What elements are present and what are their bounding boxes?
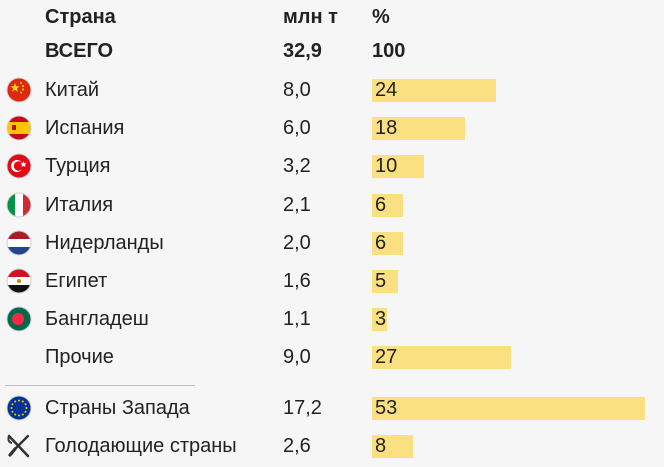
- pct-value: 5: [375, 270, 387, 292]
- pct-value: 10: [375, 155, 398, 177]
- table-row: Китай 8,0 24: [0, 73, 664, 107]
- mt-value: 1,6: [283, 270, 311, 292]
- country-label: Египет: [45, 270, 108, 292]
- mt-value: 1,1: [283, 308, 311, 330]
- fork-knife-icon: [6, 433, 32, 459]
- table-row: Нидерланды 2,0 6: [0, 226, 664, 260]
- total-mt: 32,9: [283, 40, 322, 62]
- header-country: Страна: [45, 6, 116, 28]
- mt-value: 9,0: [283, 346, 311, 368]
- mt-value: 2,0: [283, 232, 311, 254]
- country-label: Италия: [45, 194, 114, 216]
- mt-value: 6,0: [283, 117, 311, 139]
- country-label: Турция: [45, 155, 111, 177]
- header-row: Страна млн т %: [0, 0, 664, 34]
- table-row: Испания 6,0 18: [0, 111, 664, 145]
- egypt-flag-icon: [6, 268, 32, 294]
- pct-value: 18: [375, 117, 398, 139]
- table-row: Египет 1,6 5: [0, 264, 664, 298]
- total-pct: 100: [372, 40, 406, 62]
- pct-value: 8: [375, 435, 387, 457]
- pct-value: 6: [375, 194, 387, 216]
- mt-value: 17,2: [283, 397, 322, 419]
- country-label: Голодающие страны: [45, 435, 237, 457]
- pct-bar: [372, 194, 403, 217]
- eu-flag-icon: [6, 395, 32, 421]
- mt-value: 8,0: [283, 79, 311, 101]
- table-row: Голодающие страны 2,6 8: [0, 429, 664, 463]
- pct-value: 53: [375, 397, 398, 419]
- spain-flag-icon: [6, 115, 32, 141]
- pct-bar: [372, 270, 398, 293]
- pct-bar: [372, 397, 645, 420]
- pct-bar: [372, 232, 403, 255]
- pct-bar: [372, 117, 465, 140]
- pct-bar: [372, 308, 387, 331]
- table-row: Италия 2,1 6: [0, 188, 664, 222]
- country-label: Китай: [45, 79, 100, 101]
- header-pct: %: [372, 6, 390, 28]
- pct-value: 24: [375, 79, 398, 101]
- table-row: Бангладеш 1,1 3: [0, 302, 664, 336]
- mt-value: 3,2: [283, 155, 311, 177]
- mt-value: 2,6: [283, 435, 311, 457]
- pct-value: 27: [375, 346, 398, 368]
- total-row: ВСЕГО 32,9 100: [0, 34, 664, 68]
- pct-value: 3: [375, 308, 387, 330]
- pct-bar: [372, 346, 511, 369]
- mt-value: 2,1: [283, 194, 311, 216]
- turkey-flag-icon: [6, 153, 32, 179]
- country-label: Испания: [45, 117, 125, 139]
- country-label: Нидерланды: [45, 232, 164, 254]
- pct-bar: [372, 435, 413, 458]
- total-label: ВСЕГО: [45, 40, 114, 62]
- country-label: Страны Запада: [45, 397, 190, 419]
- italy-flag-icon: [6, 192, 32, 218]
- country-label: Прочие: [45, 346, 114, 368]
- pct-bar: [372, 79, 496, 102]
- bangladesh-flag-icon: [6, 306, 32, 332]
- pct-value: 6: [375, 232, 387, 254]
- header-mt: млн т: [283, 6, 338, 28]
- table-row: Прочие 9,0 27: [0, 340, 664, 374]
- country-label: Бангладеш: [45, 308, 149, 330]
- divider: [5, 385, 195, 386]
- table-row: Турция 3,2 10: [0, 149, 664, 183]
- table-row: Страны Запада 17,2 53: [0, 391, 664, 425]
- netherlands-flag-icon: [6, 230, 32, 256]
- pct-bar: [372, 155, 424, 178]
- china-flag-icon: [6, 77, 32, 103]
